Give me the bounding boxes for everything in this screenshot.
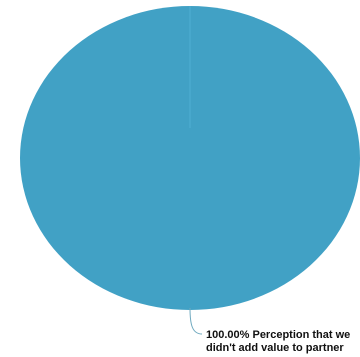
pie-slice-0 <box>20 6 360 310</box>
pie-slices <box>20 6 360 310</box>
pie-leader-line-0 <box>189 307 203 335</box>
pie-label-line-2: didn't add value to partner <box>206 342 344 354</box>
pie-label-line-1: 100.00% Perception that we <box>206 329 350 341</box>
